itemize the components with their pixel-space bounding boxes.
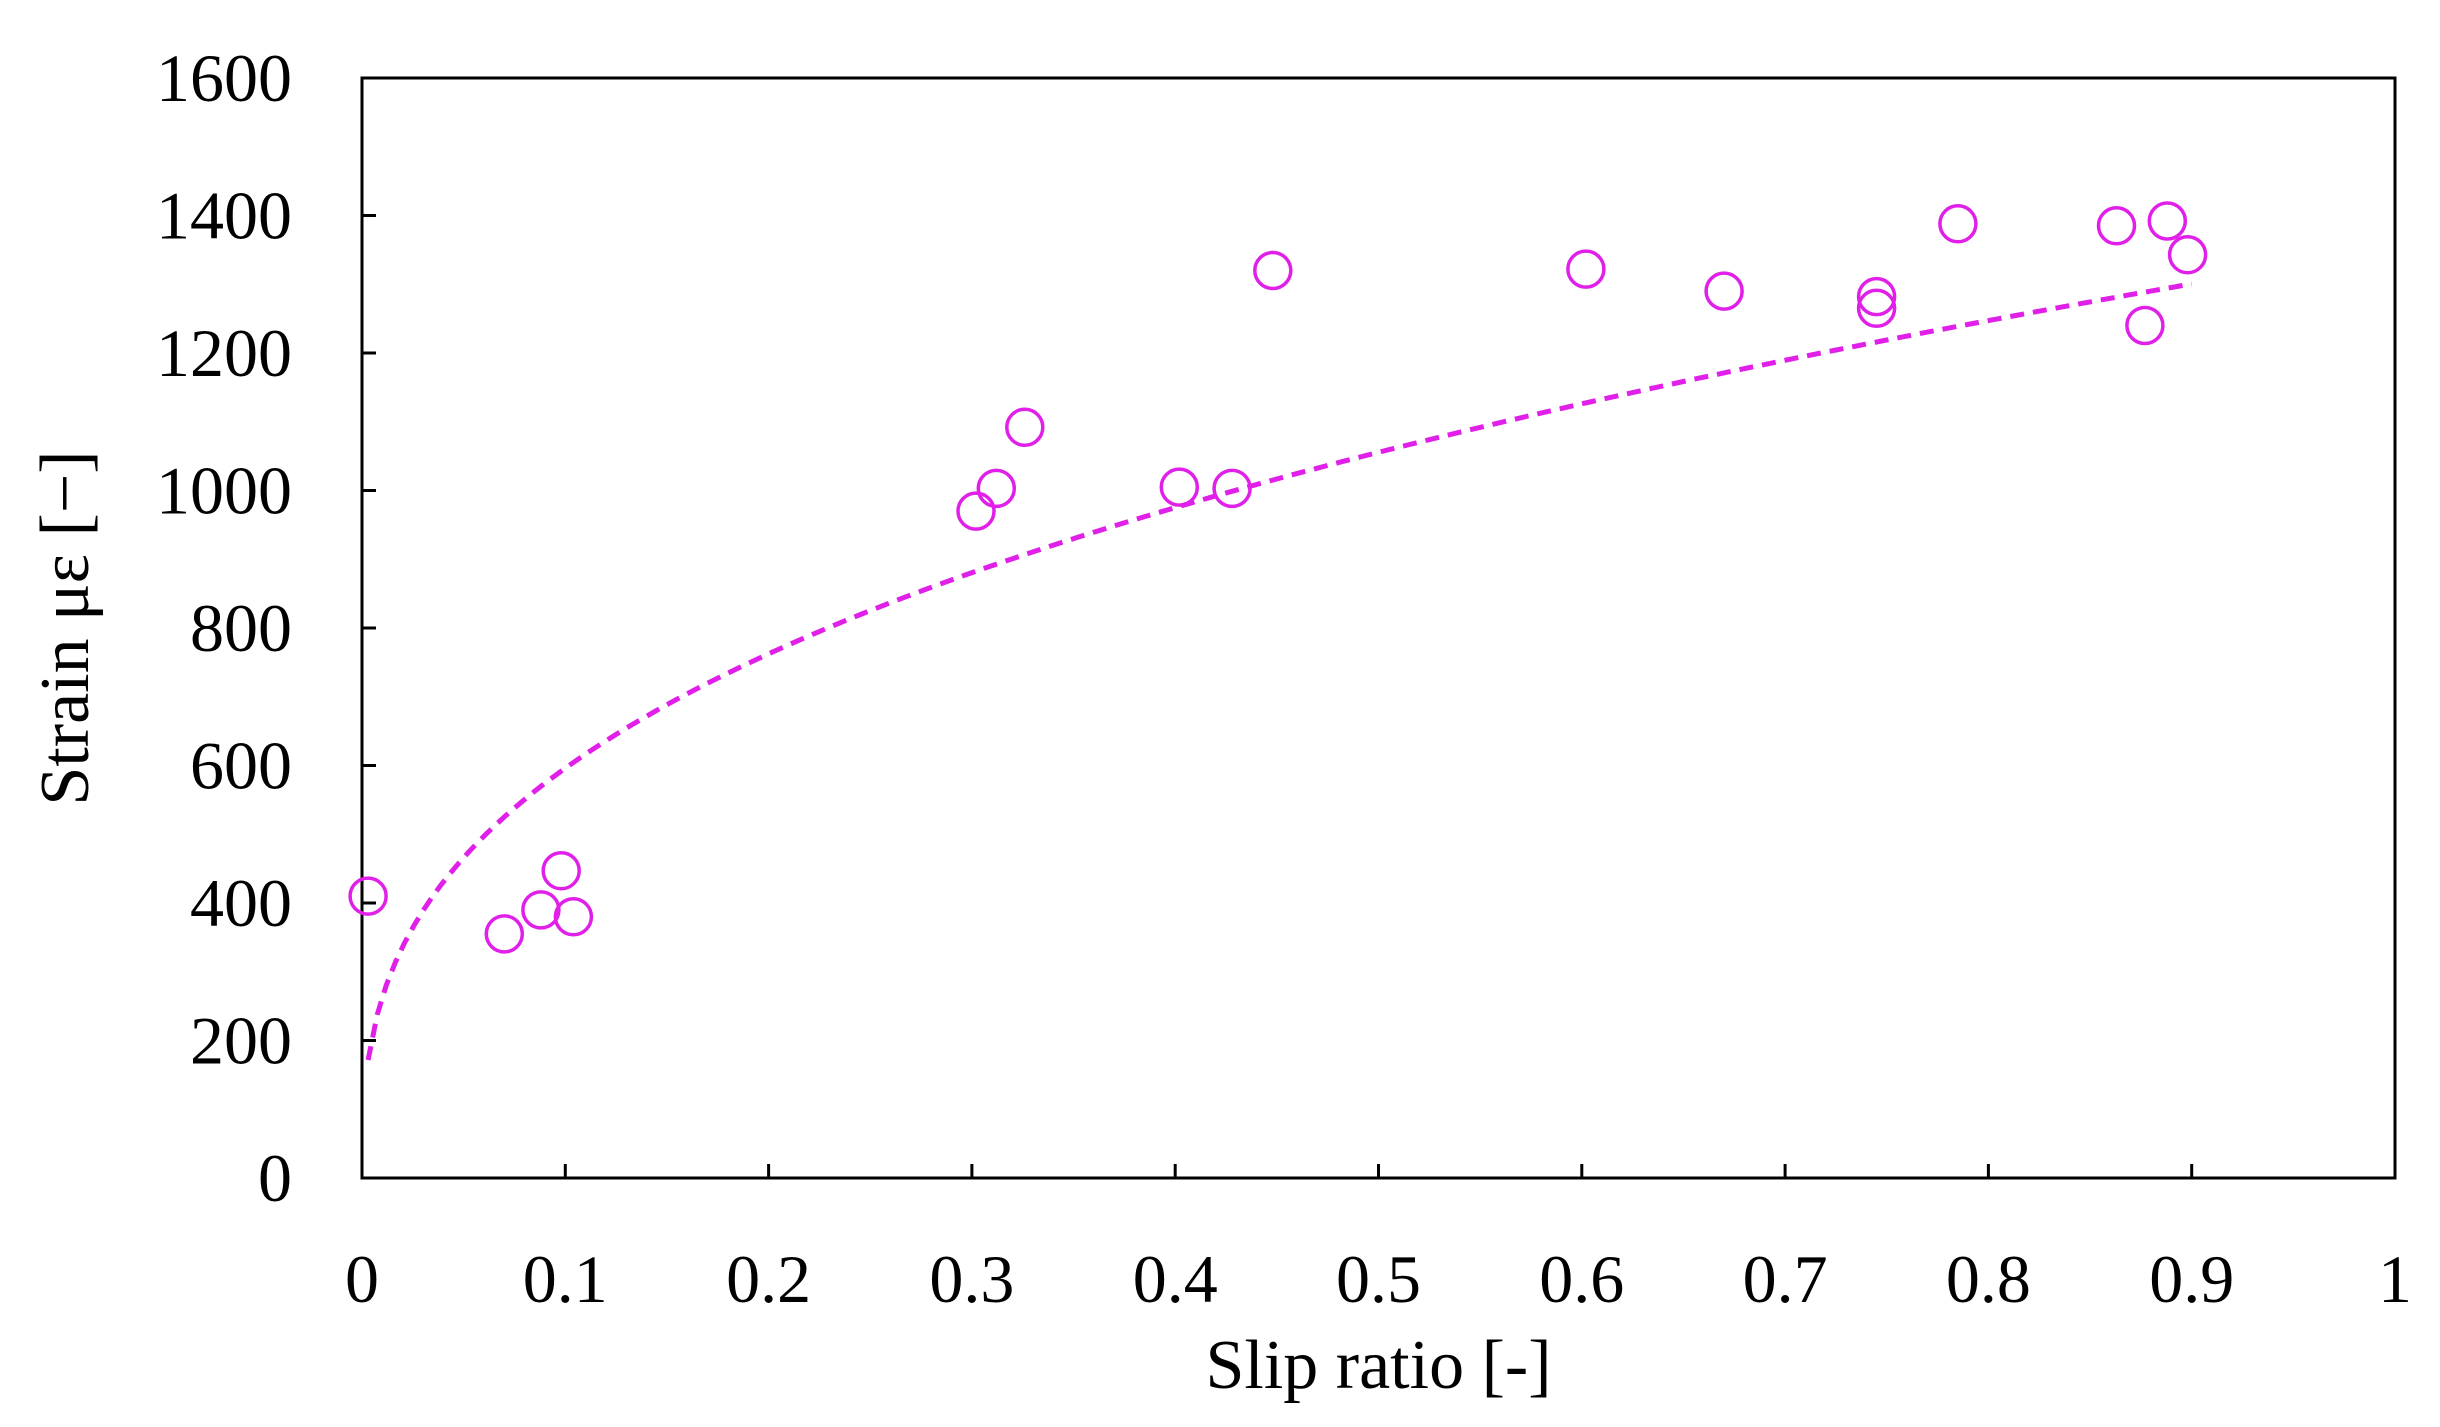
data-point [484,914,525,954]
data-point [1856,288,1897,329]
x-tick-label: 0.4 [1133,1241,1218,1317]
data-point [2147,201,2188,241]
data-point [1704,271,1744,311]
x-axis-ticks: 0 0.1 0.2 0.3 0.4 0.5 0.6 0.7 0.8 0.9 1 [345,1164,2412,1317]
data-point [2125,305,2165,346]
x-tick-label: 0.8 [1946,1241,2031,1317]
data-point [1005,407,1045,448]
data-point [1856,276,1897,317]
y-axis-title: Strain με [−] [27,450,104,805]
y-tick-label: 1000 [156,453,292,529]
data-point [2167,234,2208,275]
x-tick-label: 0.5 [1336,1241,1421,1317]
x-tick-label: 0.6 [1539,1241,1624,1317]
x-tick-label: 1 [2378,1241,2412,1317]
y-tick-label: 800 [190,590,292,666]
x-tick-label: 0.1 [523,1241,608,1317]
x-axis-title: Slip ratio [-] [1205,1327,1551,1404]
y-tick-label: 1400 [156,178,292,254]
data-point [1938,204,1978,244]
y-tick-label: 600 [190,728,292,804]
fit-curve-line [365,281,2193,1061]
data-point [1159,467,1200,507]
y-axis-ticks: 0 200 400 600 800 1000 1200 1400 1600 [156,40,376,1216]
data-point [1253,250,1293,291]
data-point [976,468,1017,509]
fit-curve-layer [365,281,2193,1061]
y-tick-label: 400 [190,865,292,941]
data-point [956,491,996,531]
y-tick-label: 0 [258,1140,292,1216]
y-tick-label: 1200 [156,315,292,391]
data-point [541,850,581,891]
x-tick-label: 0.7 [1743,1241,1828,1317]
plot-area-frame [360,76,2397,1180]
data-point [2096,206,2137,246]
x-tick-label: 0.2 [726,1241,811,1317]
data-point [348,876,388,916]
x-tick-label: 0 [345,1241,379,1317]
data-point [553,897,594,937]
x-tick-label: 0.9 [2149,1241,2234,1317]
data-point [1212,468,1252,509]
data-points-layer [348,201,2208,954]
x-tick-label: 0.3 [929,1241,1014,1317]
data-point [1566,249,1606,289]
y-tick-label: 200 [190,1003,292,1079]
data-point [521,890,561,930]
y-tick-label: 1600 [156,40,292,116]
